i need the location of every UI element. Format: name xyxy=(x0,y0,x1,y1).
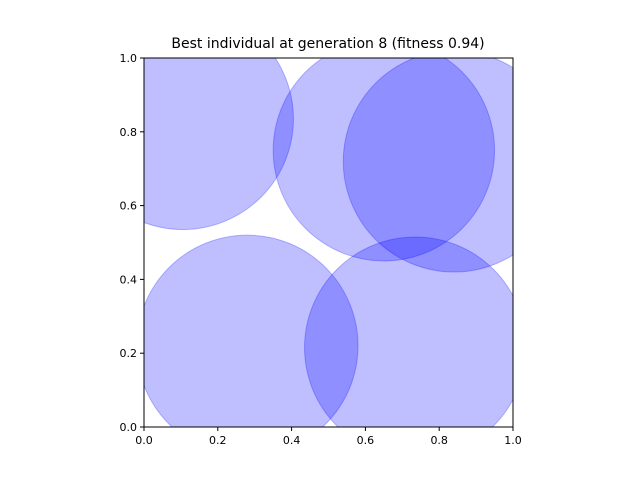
x-tick-label: 1.0 xyxy=(504,434,522,447)
x-tick-label: 0.6 xyxy=(357,434,375,447)
x-tick-label: 0.8 xyxy=(430,434,448,447)
x-tick-label: 0.0 xyxy=(135,434,153,447)
y-axis: 0.0 0.2 0.4 0.6 0.8 1.0 xyxy=(120,52,144,434)
circle-3 xyxy=(342,58,513,273)
x-tick-label: 0.4 xyxy=(283,434,301,447)
y-tick-label: 0.8 xyxy=(120,126,138,139)
circles-layer xyxy=(144,58,513,427)
circle-5 xyxy=(304,236,513,427)
y-tick-label: 1.0 xyxy=(120,52,138,65)
x-tick-label: 0.2 xyxy=(209,434,227,447)
y-tick-label: 0.6 xyxy=(120,200,138,213)
y-tick-label: 0.0 xyxy=(120,421,138,434)
y-tick-label: 0.4 xyxy=(120,273,138,286)
chart-title: Best individual at generation 8 (fitness… xyxy=(171,36,484,52)
x-axis: 0.0 0.2 0.4 0.6 0.8 1.0 xyxy=(135,427,522,447)
plot-frame xyxy=(143,57,514,428)
y-tick-label: 0.2 xyxy=(120,347,138,360)
circle-1 xyxy=(144,58,294,231)
circle-2 xyxy=(272,58,496,262)
circle-4 xyxy=(144,234,359,427)
